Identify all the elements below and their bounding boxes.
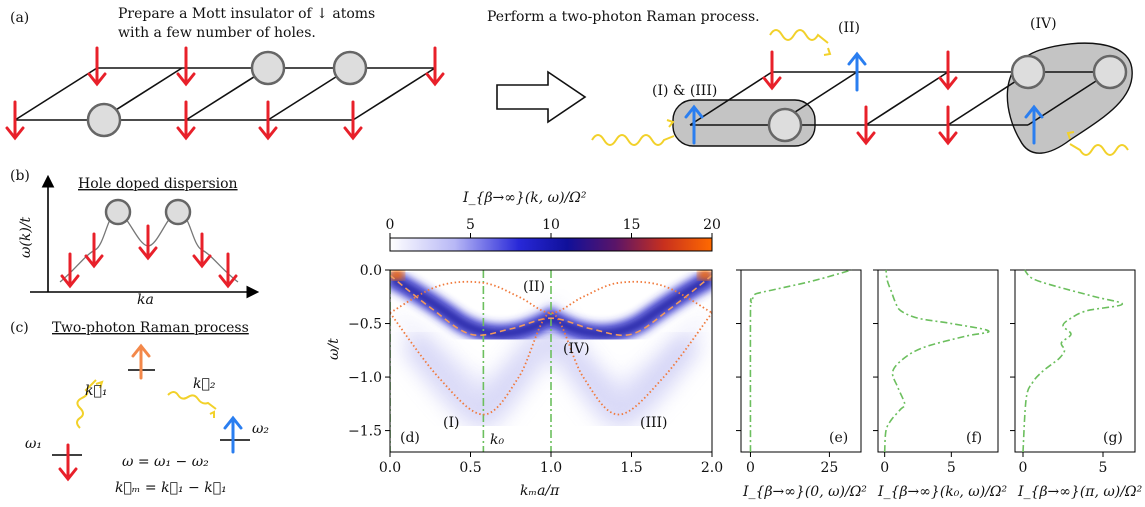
panel-g-curve [1023, 270, 1122, 452]
x-tick-label: 1.5 [620, 460, 642, 476]
k2-label: k⃗₂ [193, 376, 216, 392]
panel-e-label: (e) [829, 430, 848, 446]
cb-tick-label: 0 [386, 217, 395, 233]
colorbar-title: I_{β→∞}(k, ω)/Ω² [462, 190, 587, 206]
label-I-III: (I) & (III) [652, 83, 717, 99]
panel-e: 0 25 (e) I_{β→∞}(0, ω)/Ω² [736, 270, 867, 500]
right-lattice-blobs [673, 43, 1132, 153]
panel-e-curve [750, 270, 851, 452]
label-IV: (IV) [1030, 16, 1057, 32]
panel-b-title: Hole doped dispersion [78, 176, 238, 192]
panel-b: (b) Hole doped dispersion ω(k)/t ka [10, 168, 256, 308]
panel-b-label: (b) [10, 168, 30, 184]
panel-f-label: (f) [966, 430, 982, 446]
panel-e-xlabel: I_{β→∞}(0, ω)/Ω² [742, 484, 867, 500]
x-tick-label: 0.5 [459, 460, 481, 476]
panel-d: 0.0 0.5 1.0 1.5 2.0 0.0 −0.5 −1.0 −1.5 ω/t kₘa/π… [326, 263, 723, 499]
panel-c: (c) Two-photon Raman process k⃗₁ k⃗₂ ω₁ … [10, 320, 269, 496]
annotation-II: (II) [523, 279, 545, 295]
panel-g-xlabel: I_{β→∞}(π, ω)/Ω² [1017, 484, 1143, 500]
x-tick-label: 1.0 [540, 460, 562, 476]
eq1: ω = ω₁ − ω₂ [122, 454, 209, 470]
panel-d-xlabel: kₘa/π [520, 483, 560, 499]
x-tick-label: 0.0 [379, 460, 401, 476]
y-tick-label: −1.0 [348, 370, 382, 386]
panel-d-ylabel: ω/t [326, 338, 342, 360]
panel-g-label: (g) [1103, 430, 1123, 446]
k1-label: k⃗₁ [85, 383, 108, 399]
y-tick-label: −0.5 [348, 317, 382, 333]
left-lattice-red-arrows [7, 48, 443, 138]
panel-f-xlabel: I_{β→∞}(k₀, ω)/Ω² [877, 484, 1007, 500]
cb-tick-label: 15 [623, 217, 641, 233]
y-tick-label: −1.5 [348, 424, 382, 440]
x-tick-label: 5 [1099, 460, 1108, 476]
annotation-IV: (IV) [563, 341, 590, 357]
panel-f-curve [885, 270, 989, 452]
intensity-curve [885, 270, 989, 452]
y-tick-label: 0.0 [360, 263, 382, 279]
colorbar: I_{β→∞}(k, ω)/Ω² 0 5 10 15 20 [386, 190, 721, 251]
annotation-III: (III) [640, 415, 668, 431]
panel-a-text-line1: Prepare a Mott insulator of ↓ atoms [118, 6, 375, 22]
blue-up-arrow [225, 418, 241, 452]
panel-e-frame [741, 270, 861, 452]
panel-g-frame [1015, 270, 1135, 452]
panel-a-text-line2: with a few number of holes. [118, 25, 316, 41]
w1-label: ω₁ [25, 436, 42, 452]
annotation-I: (I) [443, 415, 459, 431]
panel-f-frame [878, 270, 998, 452]
x-tick-label: 0 [746, 460, 755, 476]
x-tick-label: 0 [880, 460, 889, 476]
x-tick-label: 25 [821, 460, 839, 476]
cb-tick-label: 10 [542, 217, 560, 233]
x-tick-label: 0 [1019, 460, 1028, 476]
w2-label: ω₂ [252, 421, 269, 437]
intensity-curve [1023, 270, 1122, 452]
x-tick-label: 5 [947, 460, 956, 476]
panel-c-label: (c) [10, 320, 29, 336]
panel-a-label: (a) [10, 10, 29, 26]
colorbar-ticks: 0 5 10 15 20 [386, 217, 721, 238]
left-lattice [15, 68, 435, 120]
panel-b-ylabel: ω(k)/t [18, 216, 34, 258]
cb-tick-label: 20 [703, 217, 721, 233]
x-tick-label: 2.0 [701, 460, 723, 476]
intensity-curve [750, 270, 851, 452]
k0-label: k₀ [490, 432, 504, 448]
colorbar-gradient [390, 238, 712, 251]
panel-b-red-arrows [62, 226, 236, 286]
panel-a: (a) Prepare a Mott insulator of ↓ atoms … [7, 6, 1132, 155]
red-down-arrow [60, 445, 76, 479]
cb-tick-label: 5 [466, 217, 475, 233]
panel-d-label: (d) [400, 430, 420, 446]
orange-up-arrow [133, 346, 149, 378]
panel-c-title: Two-photon Raman process [52, 320, 249, 336]
panel-a-right-text: Perform a two-photon Raman process. [487, 9, 760, 25]
label-II: (II) [838, 20, 860, 36]
big-hollow-arrow [497, 72, 585, 122]
panel-b-holes [106, 200, 190, 224]
eq2: k⃗ₘ = k⃗₁ − k⃗₁ [115, 480, 227, 496]
panel-b-xlabel: ka [137, 292, 154, 308]
